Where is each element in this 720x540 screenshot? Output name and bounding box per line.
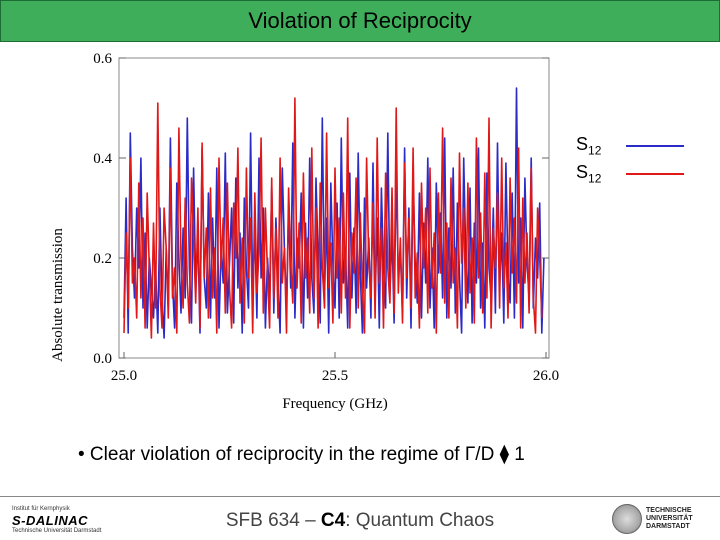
- tu-line-3: DARMSTADT: [646, 523, 690, 530]
- x-tick-label: 25.5: [322, 368, 348, 384]
- series-line-red: [123, 97, 543, 339]
- y-axis-label: Absolute transmission: [50, 228, 66, 362]
- transmission-chart: 0.0 0.2 0.4 0.6 25.0 25.5 26.0: [93, 51, 559, 384]
- legend-label: S: [576, 134, 589, 155]
- sdalinac-logo: Institut für Kernphysik S-DALINAC Techni…: [12, 506, 112, 534]
- plot-frame: [118, 57, 550, 359]
- tick-labels: 0.0 0.2 0.4 0.6 25.0 25.5 26.0: [93, 51, 559, 384]
- x-tick-label: 25.0: [111, 368, 137, 384]
- series-layer: [123, 87, 545, 339]
- legend-subscript: 12: [588, 171, 602, 186]
- y-tick-label: 0.0: [93, 351, 112, 367]
- logo-brand-text: S-DALINAC: [12, 513, 88, 528]
- legend-subscript: 12: [588, 143, 602, 158]
- footer-prefix: SFB 634 –: [225, 510, 321, 531]
- y-tick-label: 0.2: [93, 251, 112, 267]
- legend-swatch-red: [626, 173, 684, 175]
- x-tick-label: 26.0: [533, 368, 559, 384]
- footer-text: SFB 634 – C4: Quantum Chaos: [200, 510, 520, 532]
- footer-project: C4: [320, 510, 346, 531]
- slide-title: Violation of Reciprocity: [248, 8, 472, 33]
- y-tick-label: 0.6: [93, 51, 112, 67]
- tu-line-2: UNIVERSITÄT: [646, 515, 693, 522]
- university-seal-icon: [612, 504, 642, 534]
- bullet-text: • Clear violation of reciprocity in the …: [78, 444, 525, 465]
- footer-divider: [0, 496, 720, 497]
- tu-line-1: TECHNISCHE: [646, 507, 692, 514]
- tu-darmstadt-logo: TECHNISCHE UNIVERSITÄT DARMSTADT: [612, 502, 716, 536]
- x-axis-label: Frequency (GHz): [282, 396, 388, 412]
- legend: S12 S12: [576, 132, 684, 188]
- y-tick-label: 0.4: [93, 151, 112, 167]
- logo-institute-text: Institut für Kernphysik: [12, 506, 70, 512]
- legend-entry-blue: S12: [576, 132, 684, 160]
- legend-swatch-blue: [626, 145, 684, 147]
- logo-university-text: Technische Universität Darmstadt: [12, 528, 102, 534]
- legend-entry-red: S12: [576, 160, 684, 188]
- footer-suffix: : Quantum Chaos: [345, 510, 495, 531]
- slide-title-bar: Violation of Reciprocity: [0, 0, 720, 42]
- legend-label: S: [576, 162, 589, 183]
